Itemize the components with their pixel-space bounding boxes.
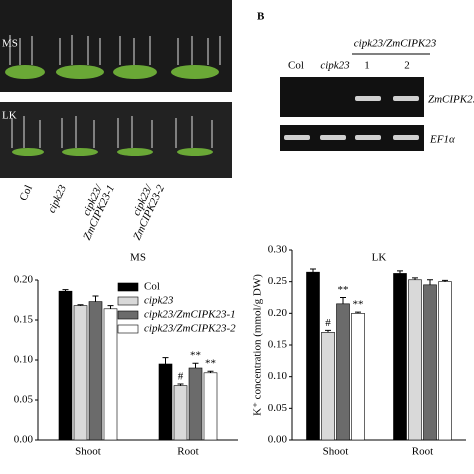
gel-panel: B cipk23/ZmCIPK23 Col cipk23 1 2 ZmCIPK2… [257, 11, 474, 151]
gene-label: ZmCIPK2. [428, 94, 474, 106]
y-tick-label: 0.00 [268, 434, 288, 446]
error-bar [107, 305, 114, 309]
lane-label: 1 [364, 60, 370, 72]
x-tick-label: Shoot [75, 446, 101, 458]
error-bar [412, 277, 418, 280]
lane-label: Col [288, 60, 304, 72]
gel-group: cipk23/ZmCIPK23 [354, 38, 437, 50]
y-tick-label: 0.10 [268, 370, 288, 382]
x-tick-label: Root [177, 446, 198, 458]
roots [9, 35, 221, 148]
y-tick-label: 0.10 [14, 354, 34, 366]
error-bar [442, 279, 448, 282]
photo-label: LK [2, 110, 17, 122]
bar [73, 305, 88, 441]
photos: MS LK [0, 0, 232, 178]
panel-label: B [257, 11, 265, 23]
bar [351, 313, 365, 441]
significance: # [325, 317, 331, 329]
y-tick-label: 0.00 [14, 434, 34, 446]
legend-label: cipk23/ZmCIPK23-2 [144, 323, 236, 335]
error-bar [92, 295, 99, 302]
bar [188, 367, 203, 441]
chart-title: MS [130, 252, 146, 264]
error-bar [355, 311, 361, 314]
significance: ** [338, 284, 349, 296]
lane-label: cipk23 [320, 60, 350, 72]
genotype-labels: Col cipk23 cipk23/ ZmCIPK23-1 cipk23/ Zm… [17, 182, 167, 242]
error-bar [177, 383, 184, 386]
error-bar [397, 270, 403, 274]
x-tick-label: Shoot [323, 446, 349, 458]
error-bar [62, 289, 69, 292]
significance: ** [205, 358, 216, 370]
y-tick-label: 0.15 [268, 339, 288, 351]
significance: # [178, 371, 184, 383]
legend-swatch [117, 282, 139, 292]
chart-title: LK [372, 252, 387, 264]
bar [306, 271, 320, 441]
legend-label: cipk23 [144, 295, 174, 307]
bar [321, 332, 335, 441]
error-bar [310, 268, 316, 273]
gene-label: EF1α [429, 134, 455, 146]
error-bar [340, 297, 346, 304]
lane-label: 2 [404, 60, 410, 72]
bar [438, 281, 452, 441]
error-bar [427, 279, 433, 285]
significance: ** [353, 299, 364, 311]
significance: ** [190, 350, 201, 362]
error-bar [325, 329, 331, 333]
legend-swatch [117, 296, 139, 306]
seedlings [5, 65, 219, 156]
error-bar [207, 370, 214, 373]
genotype-label: Col [17, 183, 35, 202]
error-bar [192, 362, 199, 368]
y-axis-label: K⁺ concentration (mmol/g DW) [252, 274, 264, 416]
y-tick-label: 0.30 [268, 244, 288, 256]
bar [393, 273, 407, 441]
bar [173, 385, 188, 441]
y-tick-label: 0.05 [14, 394, 34, 406]
error-bar [162, 357, 169, 364]
photo-lk [0, 102, 232, 178]
y-tick-label: 0.20 [14, 274, 34, 286]
x-tick-label: Root [412, 446, 433, 458]
bar [423, 284, 437, 441]
y-tick-label: 0.20 [268, 307, 288, 319]
photo-label: MS [2, 38, 18, 50]
legend-swatch [117, 324, 139, 334]
bar [203, 372, 218, 441]
bar [408, 279, 422, 441]
bar [158, 363, 173, 441]
bar [88, 301, 103, 441]
error-bar [77, 304, 84, 306]
bar [58, 290, 73, 441]
bar [336, 303, 350, 441]
y-tick-label: 0.05 [268, 402, 288, 414]
legend-swatch [117, 310, 139, 320]
bands [284, 96, 419, 140]
legend-label: cipk23/ZmCIPK23-1 [144, 309, 236, 321]
legend-label: Col [144, 281, 160, 293]
genotype-label: cipk23 [46, 183, 69, 215]
y-tick-label: 0.15 [14, 314, 34, 326]
bar [103, 308, 118, 441]
y-tick-label: 0.25 [268, 275, 288, 287]
